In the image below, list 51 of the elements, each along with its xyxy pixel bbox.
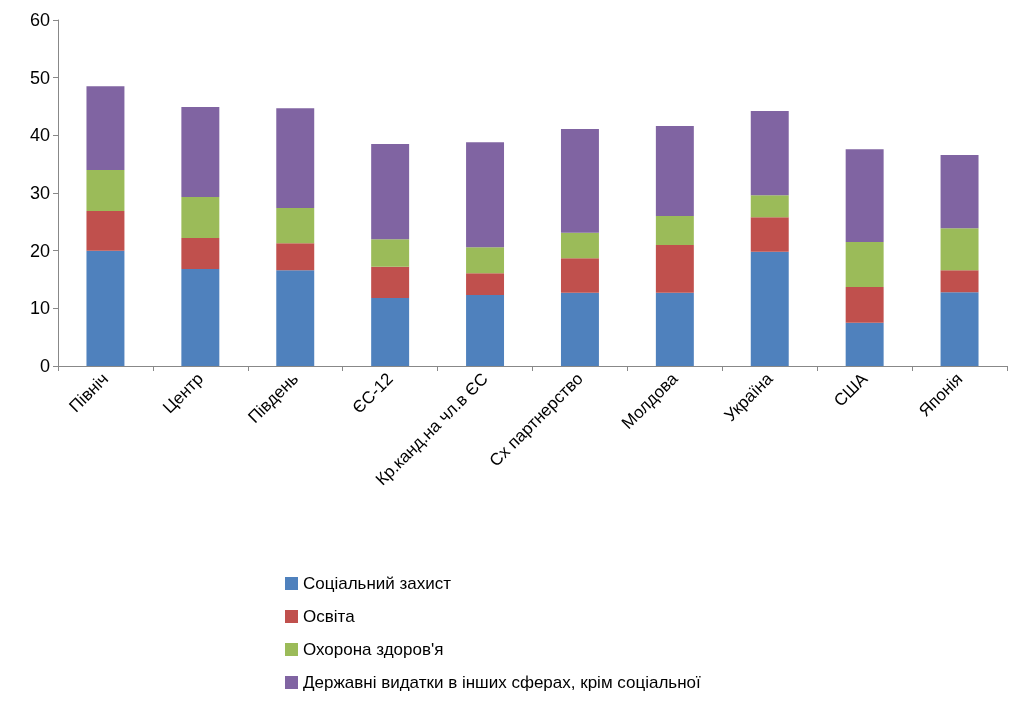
bar — [181, 269, 220, 366]
y-tick-label: 40 — [29, 125, 50, 146]
bar — [466, 273, 505, 296]
bar — [940, 270, 979, 293]
bar — [560, 128, 599, 233]
bar — [181, 197, 220, 238]
bar — [181, 237, 220, 270]
y-tick-label: 10 — [29, 298, 50, 319]
legend-label: Державні видатки в інших сферах, крім соціальної — [303, 673, 702, 692]
y-tick-label: 20 — [29, 240, 50, 261]
bar — [750, 251, 789, 366]
bar — [655, 244, 694, 293]
bar — [466, 247, 505, 274]
bar — [466, 295, 505, 366]
bar — [86, 169, 125, 211]
bar — [560, 292, 599, 366]
bar — [466, 142, 505, 248]
bar — [86, 210, 125, 251]
bar — [276, 270, 315, 366]
bar — [371, 143, 410, 240]
legend-label: Освіта — [303, 607, 356, 626]
bar — [655, 126, 694, 217]
bar — [845, 242, 884, 287]
bar — [86, 250, 125, 366]
bar — [655, 216, 694, 245]
bar — [750, 217, 789, 252]
bar — [276, 207, 315, 244]
bar — [750, 111, 789, 196]
bar — [276, 243, 315, 271]
bar — [655, 292, 694, 366]
bar — [845, 322, 884, 366]
bar — [181, 107, 220, 198]
bar — [276, 108, 315, 208]
bar — [940, 154, 979, 229]
bar — [750, 195, 789, 218]
legend-label: Охорона здоров'я — [303, 640, 444, 659]
bar — [371, 239, 410, 267]
bar — [371, 297, 410, 366]
bar — [560, 258, 599, 293]
y-tick-label: 50 — [29, 67, 50, 88]
y-tick-label: 30 — [29, 183, 50, 203]
y-tick-label: 60 — [29, 10, 50, 30]
bar — [845, 287, 884, 323]
bar — [940, 292, 979, 366]
bar — [845, 149, 884, 243]
bar — [371, 266, 410, 298]
bar — [560, 232, 599, 259]
bar — [86, 86, 125, 170]
bar — [940, 228, 979, 271]
legend-label: Соціальний захист — [303, 574, 452, 593]
y-tick-label: 0 — [39, 356, 50, 376]
